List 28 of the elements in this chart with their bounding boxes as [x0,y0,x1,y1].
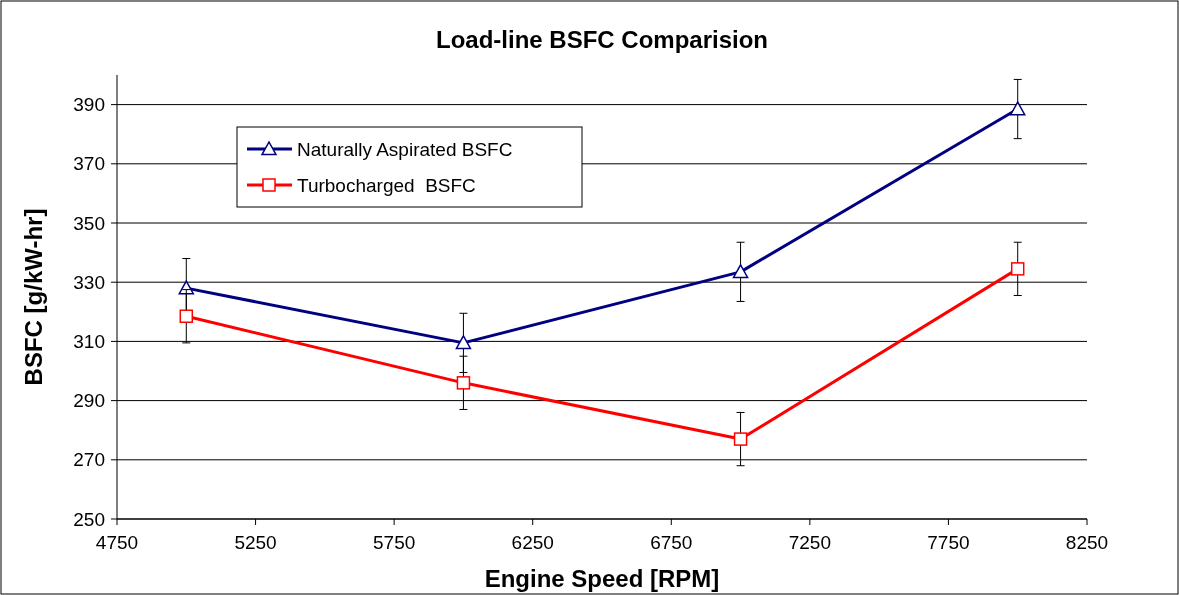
y-tick-label: 270 [73,449,105,471]
y-tick-label: 290 [73,390,105,412]
x-axis-title: Engine Speed [RPM] [484,565,720,592]
x-tick-label: 7250 [788,532,831,553]
x-tick-label: 5750 [373,532,416,553]
y-tick-label: 390 [73,94,105,116]
point [733,432,748,446]
y-tick-label: 310 [73,331,105,353]
x-tick-label: 7750 [927,532,970,553]
point [732,264,749,279]
y-tick-label: 330 [73,271,105,293]
point [1010,262,1025,276]
x-tick-label: 8250 [1065,532,1109,553]
chart-title: Load-line BSFC Comparision [435,26,769,53]
x-tick-label: 5250 [234,532,277,553]
legend-label: Turbocharged BSFC [297,174,476,196]
point [455,335,472,350]
y-axis-title: BSFC [g/kW-hr] [20,208,47,386]
point [1009,101,1026,116]
point [179,309,194,323]
x-tick-label: 6750 [650,532,693,553]
point [456,376,471,390]
x-tick-label: 4750 [95,532,139,553]
y-tick-label: 370 [73,153,105,175]
y-tick-label: 250 [73,508,105,530]
legend-label: Naturally Aspirated BSFC [297,138,513,160]
x-tick-label: 6250 [511,532,554,553]
y-tick-label: 350 [73,212,105,234]
